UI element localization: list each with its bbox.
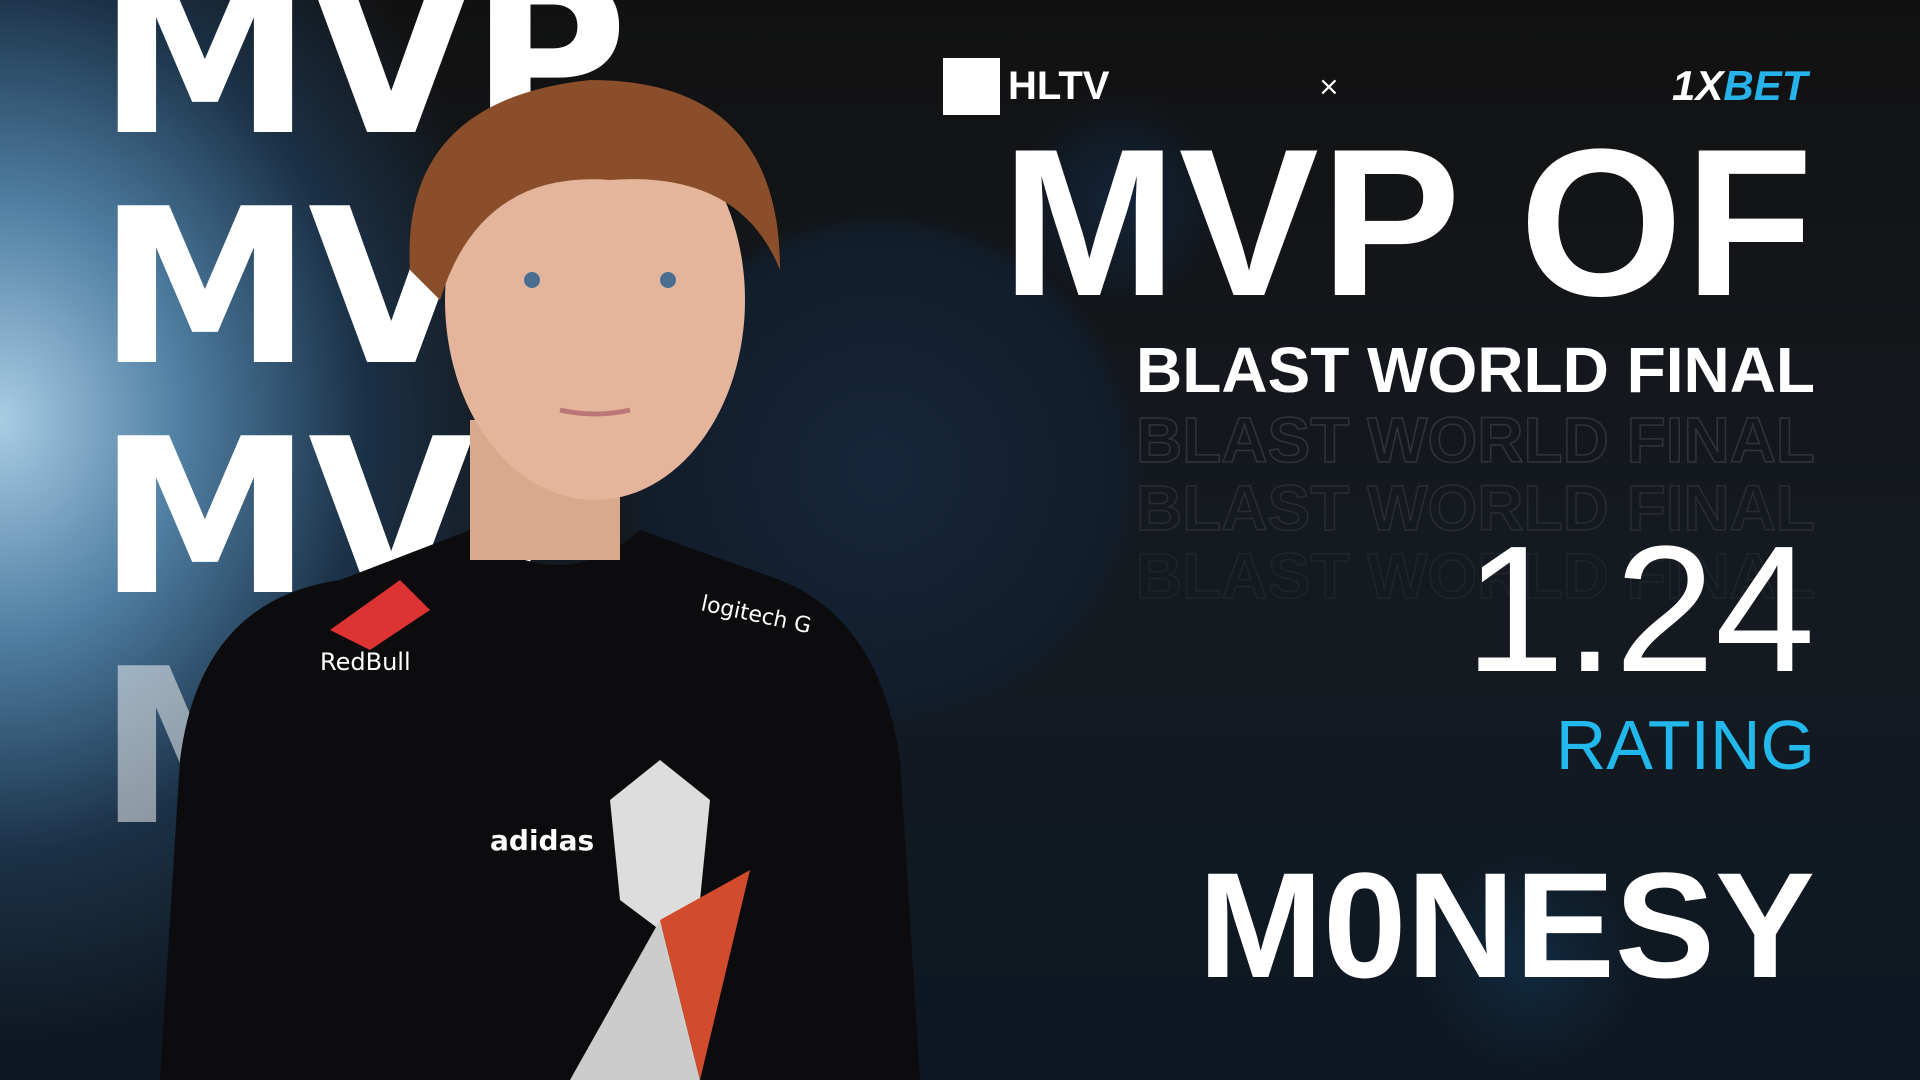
hltv-logo-text: HLTV (1008, 64, 1110, 108)
sponsor-logo-part: BET (1723, 62, 1808, 109)
hltv-logo: HLTV (943, 58, 1109, 115)
sponsor-logo-part: 1X (1672, 62, 1724, 109)
player-name: M0NESY (1198, 841, 1815, 1009)
event-name: BLAST WORLD FINAL (1136, 334, 1815, 406)
event-name-echo: BLAST WORLD FINAL (1135, 404, 1816, 476)
sponsor-logo: 1XBET (1672, 62, 1807, 110)
event-name-echo: BLAST WORLD FINAL (1135, 472, 1816, 544)
hltv-icon (943, 58, 1000, 115)
headline: MVP OF (1001, 105, 1815, 340)
jersey-sponsor: RedBull (320, 648, 411, 676)
rating-value: 1.24 (1464, 509, 1815, 710)
jersey-brand: adidas (490, 824, 594, 857)
rating-label: RATING (1555, 706, 1815, 784)
player-photo: RedBull logitech G adidas (160, 80, 920, 1080)
g2-logo (610, 760, 710, 930)
redbull-logo (330, 580, 430, 650)
event-name-echo: BLAST WORLD FINAL (1135, 540, 1816, 612)
separator-icon: × (1318, 72, 1340, 102)
